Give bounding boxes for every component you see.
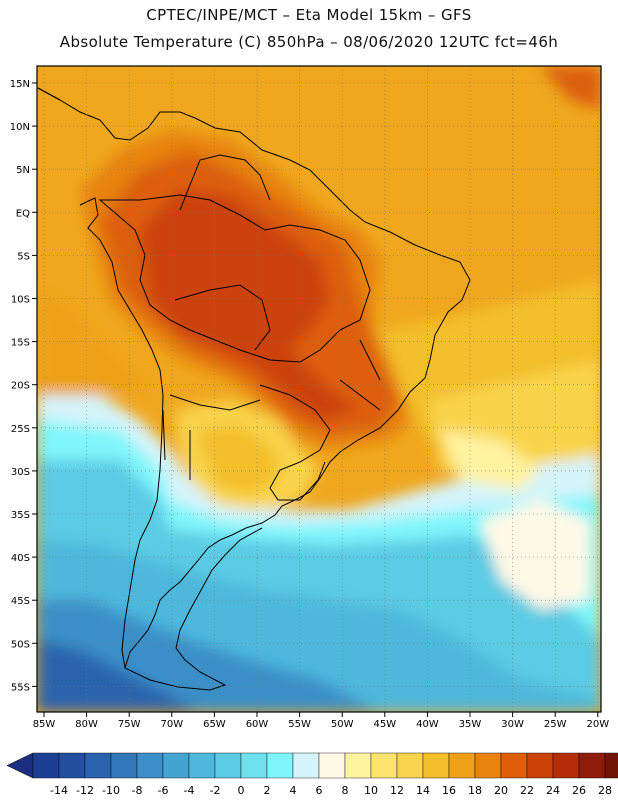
colorbar-label: 10: [364, 784, 378, 797]
colorbar-swatch: [214, 752, 242, 779]
colorbar-label: 14: [416, 784, 430, 797]
lat-tick-label: 40S: [11, 553, 30, 564]
lat-tick-label: 15S: [11, 338, 30, 349]
colorbar-label: 2: [264, 784, 271, 797]
colorbar-label: 26: [572, 784, 586, 797]
colorbar-label: -6: [158, 784, 169, 797]
colorbar-label: 24: [546, 784, 560, 797]
lat-tick-label: 50S: [11, 639, 30, 650]
lat-tick-label: 30S: [11, 467, 30, 478]
colorbar-swatch: [448, 752, 476, 779]
lat-tick-label: EQ: [16, 208, 30, 219]
colorbar-label: 16: [442, 784, 456, 797]
plot-frame: [36, 65, 602, 713]
colorbar-label: 20: [494, 784, 508, 797]
colorbar-swatch: [500, 752, 528, 779]
lat-tick-label: 55S: [11, 682, 30, 693]
colorbar-swatch: [396, 752, 424, 779]
colorbar-label: 4: [290, 784, 297, 797]
colorbar-label: -14: [50, 784, 68, 797]
lon-tick-label: 40W: [416, 719, 439, 730]
lat-tick-label: 25S: [11, 424, 30, 435]
colorbar-swatch: [318, 752, 346, 779]
colorbar-swatch: [84, 752, 112, 779]
colorbar-swatch: [526, 752, 554, 779]
lon-tick-label: 20W: [586, 719, 609, 730]
lat-tick-label: 5S: [17, 251, 30, 262]
lat-tick-label: 15N: [10, 79, 30, 90]
lon-tick-label: 30W: [501, 719, 524, 730]
lon-tick-label: 55W: [288, 719, 311, 730]
lat-tick-label: 45S: [11, 596, 30, 607]
colorbar-swatch: [110, 752, 138, 779]
colorbar-swatch: [552, 752, 580, 779]
lon-tick-label: 45W: [373, 719, 396, 730]
lat-tick-label: 20S: [11, 381, 30, 392]
colorbar-label: 6: [316, 784, 323, 797]
colorbar-label: 12: [390, 784, 404, 797]
lat-tick-label: 5N: [16, 165, 30, 176]
colorbar-swatch: [344, 752, 372, 779]
colorbar-label: 28: [598, 784, 612, 797]
colorbar-swatch: [474, 752, 502, 779]
map-title-line-2: Absolute Temperature (C) 850hPa – 08/06/…: [59, 33, 559, 51]
colorbar-label: 22: [520, 784, 534, 797]
colorbar-swatch: [370, 752, 398, 779]
colorbar-swatch: [578, 752, 606, 779]
colorbar-label: 18: [468, 784, 482, 797]
colorbar-label: -2: [210, 784, 221, 797]
colorbar-swatch: [136, 752, 164, 779]
lat-tick-label: 10S: [11, 295, 30, 306]
lon-tick-label: 70W: [160, 719, 183, 730]
colorbar: -14 -12 -10 -8 -6 -4 -2 0 2 4 6 8 10 12 14 16 18 20 22 24 26…: [6, 752, 618, 797]
lon-tick-label: 25W: [544, 719, 567, 730]
lon-tick-label: 75W: [118, 719, 141, 730]
colorbar-cap-low: [6, 752, 34, 779]
colorbar-swatch: [162, 752, 190, 779]
colorbar-label: -4: [184, 784, 195, 797]
colorbar-swatch: [422, 752, 450, 779]
colorbar-swatch: [58, 752, 86, 779]
lon-tick-label: 60W: [246, 719, 269, 730]
colorbar-label: -10: [102, 784, 120, 797]
colorbar-swatch: [188, 752, 216, 779]
colorbar-swatch: [240, 752, 268, 779]
map-title-line-1: CPTEC/INPE/MCT – Eta Model 15km – GFS: [146, 6, 472, 24]
colorbar-label: -8: [132, 784, 143, 797]
lon-tick-label: 85W: [33, 719, 56, 730]
colorbar-label: 0: [238, 784, 245, 797]
longitude-axis: 85W 80W 75W 70W 65W 60W 55W 50W 45W 40W 35W 30W 25W 2…: [33, 712, 609, 730]
colorbar-label: -12: [76, 784, 94, 797]
lon-tick-label: 50W: [331, 719, 354, 730]
lon-tick-label: 80W: [75, 719, 98, 730]
colorbar-swatch: [32, 752, 60, 779]
colorbar-swatch: [292, 752, 320, 779]
colorbar-swatch: [266, 752, 294, 779]
coastlines: [37, 87, 471, 691]
colorbar-label: 8: [342, 784, 349, 797]
lon-tick-label: 35W: [459, 719, 482, 730]
lat-tick-label: 35S: [11, 510, 30, 521]
lon-tick-label: 65W: [203, 719, 226, 730]
lat-tick-label: 10N: [10, 122, 30, 133]
temperature-field: [37, 66, 601, 712]
latitude-axis: 15N 10N 5N EQ 5S 10S 15S 20S 25S 30S 35S 40S 45S 50S 5…: [10, 79, 37, 693]
colorbar-swatch: [604, 752, 618, 779]
